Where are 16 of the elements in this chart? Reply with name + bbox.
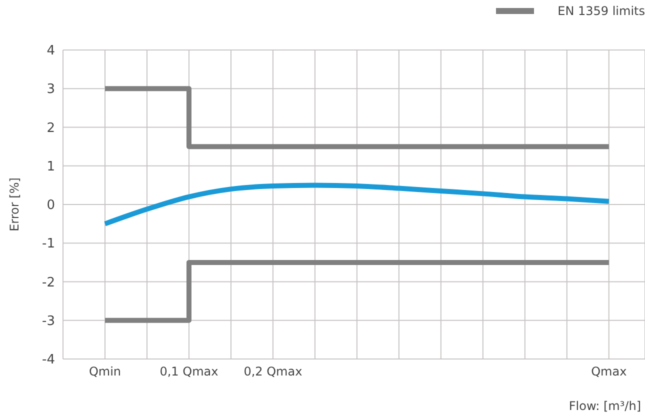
y-tick-label: -2 xyxy=(42,275,55,290)
y-tick-label: 4 xyxy=(46,44,55,59)
x-tick-label: Qmin xyxy=(88,364,122,379)
y-tick-label: -4 xyxy=(42,352,55,368)
y-tick-label: 2 xyxy=(46,120,55,136)
y-tick-label: 0 xyxy=(46,198,55,214)
y-tick-label: 3 xyxy=(46,82,55,98)
x-tick-label: Qmax xyxy=(591,364,627,379)
x-tick-label: 0,2 Qmax xyxy=(244,364,302,379)
y-tick-label: -3 xyxy=(42,314,55,329)
legend-label: EN 1359 limits xyxy=(556,4,645,18)
y-axis-title: Error [%] xyxy=(7,178,22,232)
x-axis-title: Flow: [m³/h] xyxy=(568,399,641,413)
y-tick-label: -1 xyxy=(42,236,55,252)
x-tick-label: 0,1 Qmax xyxy=(160,364,218,379)
y-tick-label: 1 xyxy=(46,159,55,174)
